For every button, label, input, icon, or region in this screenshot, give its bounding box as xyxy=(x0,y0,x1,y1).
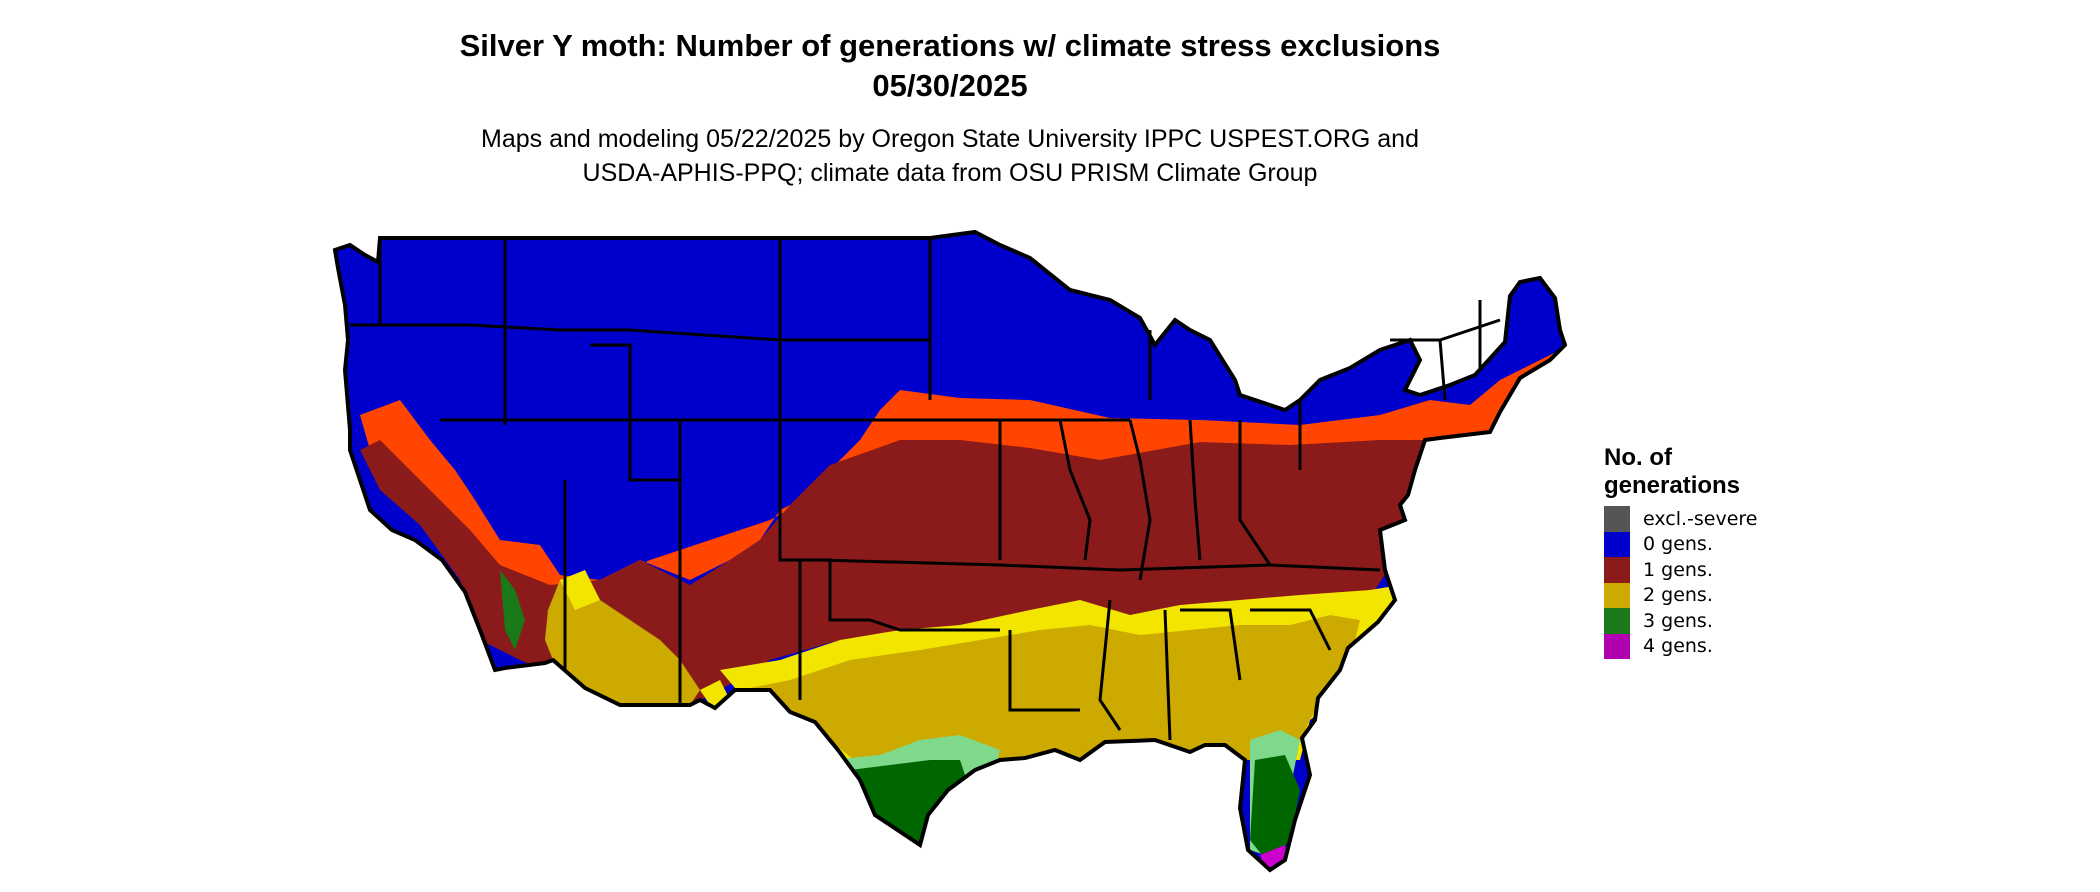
zone-1-gens-light xyxy=(360,350,1560,620)
zone-3-gens xyxy=(850,755,1300,865)
legend-swatch xyxy=(1604,506,1630,532)
zone-2-gens-southwest xyxy=(545,580,700,705)
legend-label: 1 gens. xyxy=(1643,558,1713,581)
state-borders xyxy=(350,238,1501,741)
legend: No. of generations excl.-severe 0 gens. … xyxy=(1604,444,1758,659)
legend-label: 0 gens. xyxy=(1643,533,1713,556)
legend-swatch xyxy=(1604,633,1630,659)
legend-label: 2 gens. xyxy=(1643,584,1713,607)
legend-swatch xyxy=(1604,557,1630,583)
legend-label: 3 gens. xyxy=(1643,609,1713,632)
legend-item-4-gens: 4 gens. xyxy=(1604,633,1758,659)
legend-swatch xyxy=(1604,582,1630,608)
legend-item-3-gens: 3 gens. xyxy=(1604,608,1758,634)
legend-swatch xyxy=(1604,608,1630,634)
legend-title-line1: No. of xyxy=(1604,444,1672,471)
zone-4-gens xyxy=(1260,845,1290,870)
legend-item-0-gens: 0 gens. xyxy=(1604,531,1758,557)
legend-item-2-gens: 2 gens. xyxy=(1604,582,1758,608)
map-date: 05/30/2025 xyxy=(872,68,1028,103)
zone-3-gens-ca xyxy=(500,570,525,650)
legend-item-excl-severe: excl.-severe xyxy=(1604,506,1758,532)
zone-2-gens-southwest-light xyxy=(560,570,730,708)
legend-label: excl.-severe xyxy=(1643,507,1758,530)
legend-label: 4 gens. xyxy=(1643,635,1713,658)
map-title: Silver Y moth: Number of generations w/ … xyxy=(459,28,1441,63)
map-subtitle-line2: USDA-APHIS-PPQ; climate data from OSU PR… xyxy=(582,159,1318,187)
legend-swatch xyxy=(1604,531,1630,557)
map-subtitle-line1: Maps and modeling 05/22/2025 by Oregon S… xyxy=(481,125,1419,153)
legend-title-line2: generations xyxy=(1604,472,1741,499)
legend-item-1-gens: 1 gens. xyxy=(1604,557,1758,583)
